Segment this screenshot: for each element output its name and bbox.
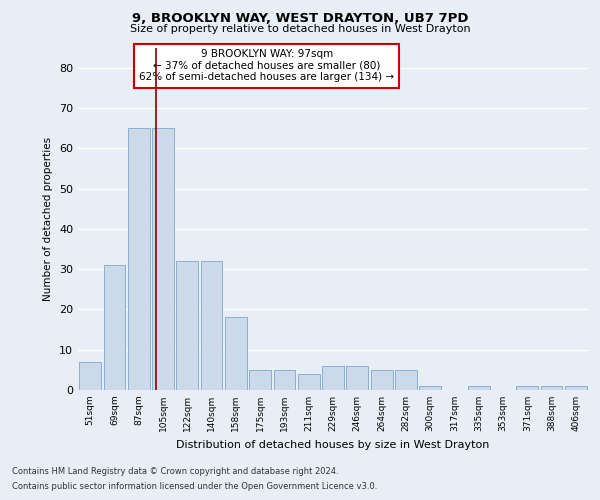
Bar [152, 128, 174, 390]
Bar [274, 370, 295, 390]
Bar [104, 265, 125, 390]
Text: Contains HM Land Registry data © Crown copyright and database right 2024.: Contains HM Land Registry data © Crown c… [12, 467, 338, 476]
Bar [419, 386, 441, 390]
Text: Contains public sector information licensed under the Open Government Licence v3: Contains public sector information licen… [12, 482, 377, 491]
Bar [395, 370, 417, 390]
X-axis label: Distribution of detached houses by size in West Drayton: Distribution of detached houses by size … [176, 440, 490, 450]
Bar [200, 261, 223, 390]
Bar [541, 386, 562, 390]
Bar [517, 386, 538, 390]
Bar [346, 366, 368, 390]
Bar [565, 386, 587, 390]
Bar [79, 362, 101, 390]
Bar [128, 128, 149, 390]
Bar [468, 386, 490, 390]
Y-axis label: Number of detached properties: Number of detached properties [43, 136, 53, 301]
Bar [176, 261, 198, 390]
Bar [225, 318, 247, 390]
Bar [249, 370, 271, 390]
Text: Size of property relative to detached houses in West Drayton: Size of property relative to detached ho… [130, 24, 470, 34]
Text: 9, BROOKLYN WAY, WEST DRAYTON, UB7 7PD: 9, BROOKLYN WAY, WEST DRAYTON, UB7 7PD [132, 12, 468, 26]
Bar [298, 374, 320, 390]
Bar [322, 366, 344, 390]
Bar [371, 370, 392, 390]
Text: 9 BROOKLYN WAY: 97sqm
← 37% of detached houses are smaller (80)
62% of semi-deta: 9 BROOKLYN WAY: 97sqm ← 37% of detached … [139, 49, 394, 82]
